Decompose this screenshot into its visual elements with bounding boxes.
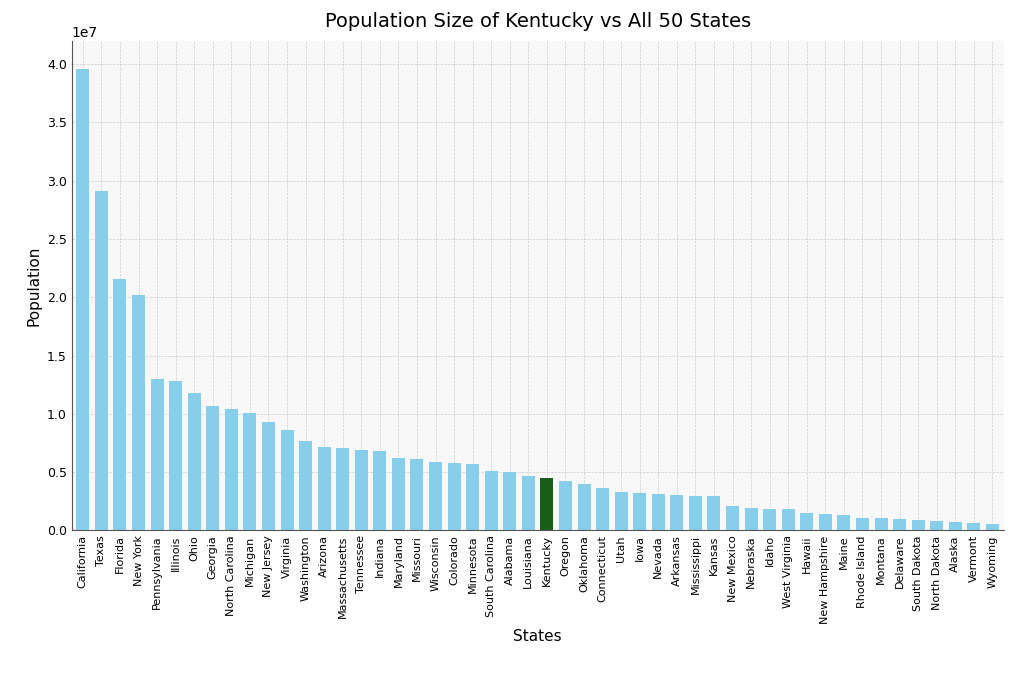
Bar <box>614 492 628 530</box>
Bar <box>132 295 145 530</box>
Bar <box>429 462 442 530</box>
Bar <box>95 190 108 530</box>
Bar <box>336 448 349 530</box>
Bar <box>187 393 201 530</box>
Bar <box>114 279 126 530</box>
Bar <box>949 522 962 530</box>
Bar <box>651 494 665 530</box>
Bar <box>206 405 219 530</box>
Bar <box>930 522 943 530</box>
Bar <box>874 517 888 530</box>
X-axis label: States: States <box>513 629 562 644</box>
Bar <box>559 481 572 530</box>
Bar <box>169 381 182 530</box>
Bar <box>596 488 609 530</box>
Bar <box>893 519 906 530</box>
Bar <box>801 513 813 530</box>
Bar <box>151 379 164 530</box>
Bar <box>281 430 294 530</box>
Bar <box>689 496 701 530</box>
Bar <box>968 523 980 530</box>
Bar <box>986 524 998 530</box>
Bar <box>374 452 386 530</box>
Bar <box>262 422 274 530</box>
Bar <box>484 471 498 530</box>
Bar <box>354 450 368 530</box>
Bar <box>466 464 479 530</box>
Bar <box>744 507 758 530</box>
Bar <box>633 493 646 530</box>
Bar <box>522 476 535 530</box>
Bar <box>856 517 869 530</box>
Title: Population Size of Kentucky vs All 50 States: Population Size of Kentucky vs All 50 St… <box>325 12 751 31</box>
Bar <box>447 463 461 530</box>
Bar <box>392 458 404 530</box>
Bar <box>299 441 312 530</box>
Bar <box>411 458 424 530</box>
Bar <box>244 413 256 530</box>
Bar <box>225 409 238 530</box>
Bar <box>781 509 795 530</box>
Bar <box>77 69 89 530</box>
Y-axis label: Population: Population <box>27 245 41 326</box>
Bar <box>819 514 831 530</box>
Bar <box>317 447 331 530</box>
Bar <box>503 472 516 530</box>
Bar <box>671 495 683 530</box>
Bar <box>911 520 925 530</box>
Bar <box>838 515 850 530</box>
Bar <box>541 478 553 530</box>
Bar <box>763 509 776 530</box>
Bar <box>578 484 591 530</box>
Bar <box>726 506 739 530</box>
Bar <box>708 496 721 530</box>
